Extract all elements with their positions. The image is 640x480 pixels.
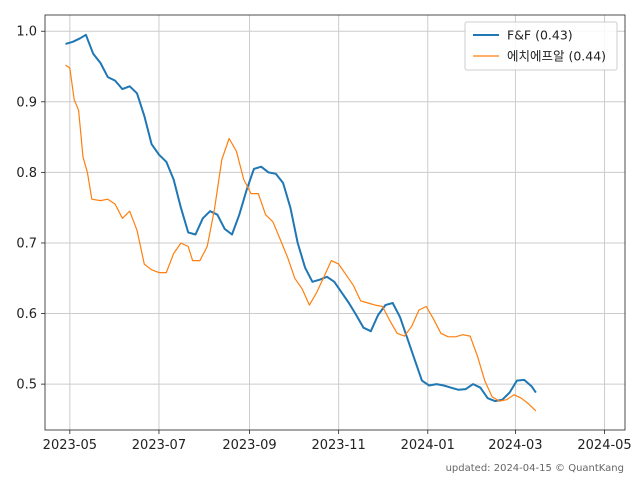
x-tick-label: 2023-07: [132, 438, 186, 453]
axis-tick-labels: 2023-05 2023-07 2023-09 2023-11 2024-01 2024-…: [16, 25, 631, 453]
y-tick-label: 1.0: [16, 25, 37, 40]
x-tick-label: 2023-05: [43, 438, 97, 453]
legend-label-1: F&F (0.43): [507, 28, 573, 43]
series-line-1: [65, 33, 537, 403]
footer-credit: updated: 2024-04-15 © QuantKang: [446, 463, 624, 474]
y-tick-label: 0.6: [16, 307, 37, 322]
y-tick-label: 0.8: [16, 166, 37, 181]
series-lines: [65, 33, 537, 412]
legend-box: [464, 21, 618, 71]
y-tick-label: 0.7: [16, 236, 37, 251]
legend: F&F (0.43) 에치에프알 (0.44): [464, 21, 618, 71]
legend-label-2: 에치에프알 (0.44): [507, 49, 606, 64]
y-tick-label: 0.9: [16, 95, 37, 110]
x-tick-label: 2024-05: [577, 438, 631, 453]
plot-frame: [44, 14, 626, 431]
x-tick-label: 2024-03: [488, 438, 542, 453]
x-tick-label: 2024-01: [401, 438, 455, 453]
x-tick-label: 2023-09: [222, 438, 276, 453]
x-tick-label: 2023-11: [311, 438, 365, 453]
y-tick-label: 0.5: [16, 378, 37, 393]
series-line-2: [65, 64, 537, 412]
